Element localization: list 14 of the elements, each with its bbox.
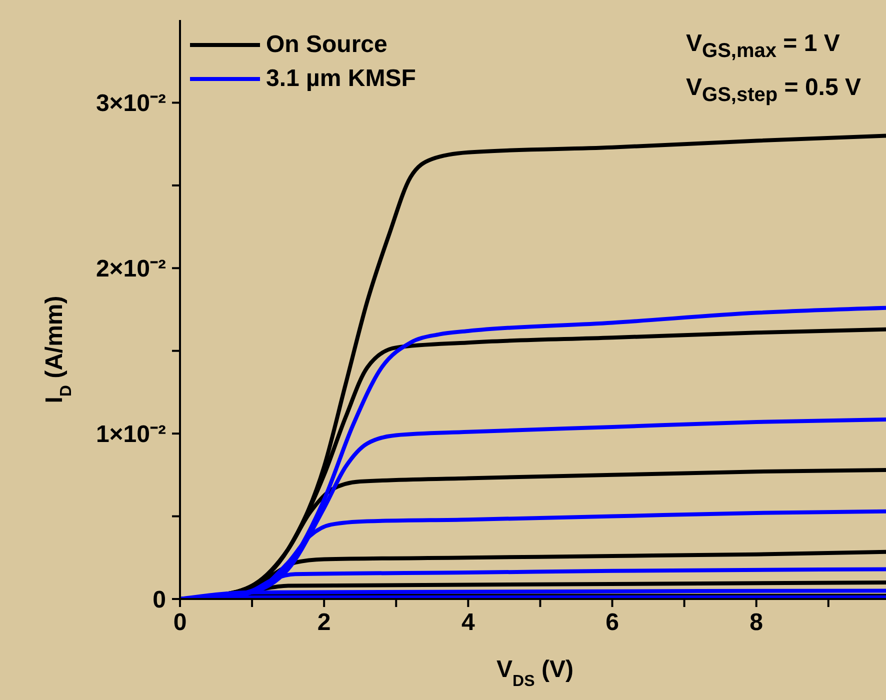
legend-label: 3.1 µm KMSF bbox=[266, 65, 416, 93]
x-tick-label: 2 bbox=[317, 609, 331, 636]
x-tick-label: 4 bbox=[461, 609, 476, 636]
y-tick-label: 0 bbox=[152, 586, 166, 614]
x-axis-title: V$_{DS}$ (V) bbox=[496, 656, 574, 690]
x-tick-label: 6 bbox=[606, 609, 619, 636]
y-tick-label: 3×10⁻² bbox=[96, 90, 166, 118]
annotation: V$_{GS,step}$ = 0.5 V bbox=[686, 74, 861, 107]
y-tick-label: 2×10⁻² bbox=[96, 256, 166, 283]
legend-label: On Source bbox=[266, 31, 388, 59]
x-tick-label: 0 bbox=[173, 609, 187, 636]
y-tick-label: 1×10⁻² bbox=[96, 421, 166, 448]
annotation: V$_{GS,max}$ = 1 V bbox=[686, 30, 840, 63]
x-tick-label: 8 bbox=[750, 609, 764, 636]
